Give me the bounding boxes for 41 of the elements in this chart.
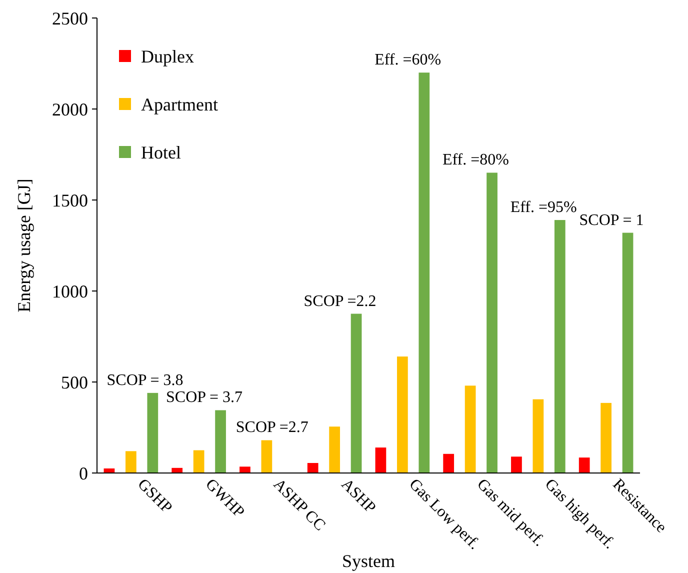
- bar: [350, 314, 362, 473]
- bar: [375, 448, 386, 473]
- bar: [464, 386, 476, 473]
- bar: [622, 232, 634, 473]
- bar: [418, 72, 430, 473]
- y-tick-label: 0: [79, 463, 88, 484]
- y-axis-title: Energy usage [GJ]: [14, 178, 34, 312]
- annotation: Eff. =95%: [510, 199, 577, 216]
- y-tick-label: 2000: [52, 99, 88, 120]
- annotation: Eff. =80%: [442, 152, 509, 169]
- annotation: SCOP = 1: [579, 212, 644, 229]
- annotation: Eff. =60%: [374, 52, 442, 69]
- annotation: SCOP = 3.8: [106, 372, 184, 389]
- bar: [147, 392, 158, 473]
- bar: [193, 450, 204, 473]
- bar: [443, 454, 454, 473]
- bar: [126, 451, 136, 473]
- bar: [511, 456, 522, 473]
- bar: [578, 458, 590, 473]
- annotation: SCOP =2.2: [304, 292, 376, 310]
- bar: [554, 220, 566, 473]
- bar: [215, 410, 226, 473]
- bar: [307, 462, 318, 473]
- annotation: SCOP = 3.7: [166, 389, 242, 406]
- bar: [240, 466, 250, 473]
- bar: [261, 440, 272, 473]
- y-tick-label: 1500: [52, 190, 88, 210]
- annotation: SCOP =2.7: [236, 419, 308, 436]
- bar: [397, 356, 408, 473]
- y-tick-label: 500: [61, 372, 88, 392]
- y-tick-label: 1000: [52, 281, 88, 302]
- bar: [486, 172, 498, 473]
- bar: [600, 402, 612, 473]
- y-tick-label: 2500: [52, 8, 88, 28]
- legend-label: Apartment: [141, 94, 218, 114]
- x-axis-title: System: [342, 551, 396, 571]
- bar: [532, 399, 544, 473]
- bar: [329, 426, 340, 473]
- legend-label: Duplex: [141, 46, 194, 66]
- legend-label: Hotel: [141, 142, 181, 162]
- bar: [172, 468, 183, 473]
